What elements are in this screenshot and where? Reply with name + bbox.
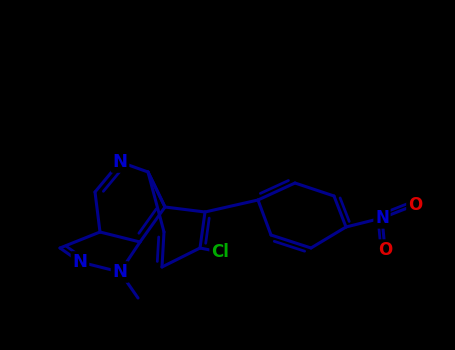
- Text: N: N: [112, 263, 127, 281]
- Text: N: N: [112, 153, 127, 171]
- Text: Cl: Cl: [211, 243, 229, 261]
- Text: O: O: [378, 241, 392, 259]
- Text: N: N: [72, 253, 87, 271]
- Text: N: N: [375, 209, 389, 227]
- Text: O: O: [408, 196, 422, 214]
